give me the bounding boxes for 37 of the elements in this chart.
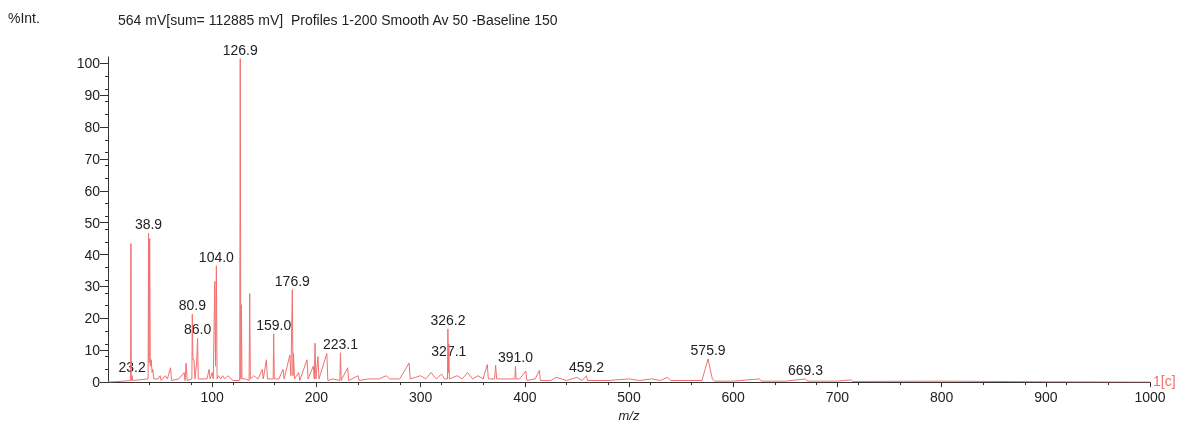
x-tick-label: 400 (513, 389, 537, 406)
y-tick-label: 60 (84, 182, 101, 199)
y-tick-label: 80 (84, 119, 101, 136)
x-tick-label: 500 (617, 389, 641, 406)
y-tick-label: 90 (84, 87, 101, 104)
annotation: 391.0 (497, 349, 534, 366)
y-tick-label: 40 (84, 246, 101, 263)
chart-title: 564 mV[sum= 112885 mV] Profiles 1-200 Smooth Av 50 -Baseline 150 (118, 12, 558, 28)
x-tick-label: 800 (929, 389, 954, 406)
annotation: 575.9 (690, 341, 726, 358)
y-tick-label: 0 (92, 374, 101, 391)
y-tick-label: 10 (84, 342, 101, 359)
annotation: 38.9 (134, 216, 163, 233)
annotation: 176.9 (274, 272, 311, 289)
annotation: 326.2 (430, 311, 466, 328)
x-tick-label: 600 (721, 389, 746, 406)
x-axis-title: m/z (618, 408, 640, 423)
annotation: 669.3 (787, 361, 824, 378)
y-tick-label: 30 (84, 278, 101, 295)
annotation: 126.9 (222, 41, 258, 58)
y-tick-label: 70 (84, 150, 101, 167)
x-tick-label: 200 (304, 389, 329, 406)
x-tick-label: 1000 (1134, 389, 1166, 406)
annotation: 459.2 (568, 358, 605, 375)
text: 1[c] (1153, 373, 1176, 390)
x-tick-label: 100 (200, 389, 225, 406)
y-tick-label: 100 (76, 55, 101, 72)
x-tick-label: 300 (408, 389, 433, 406)
x-tick-label: 900 (1034, 389, 1058, 406)
annotation: 104.0 (198, 248, 235, 265)
annotation: 223.1 (322, 335, 359, 352)
annotation: 159.0 (256, 316, 292, 333)
x-tick-label: 700 (825, 389, 850, 406)
y-tick-label: 20 (84, 310, 101, 327)
y-tick-label: 50 (84, 214, 101, 231)
y-axis-title: %Int. (8, 10, 40, 26)
annotation: 80.9 (178, 297, 207, 314)
